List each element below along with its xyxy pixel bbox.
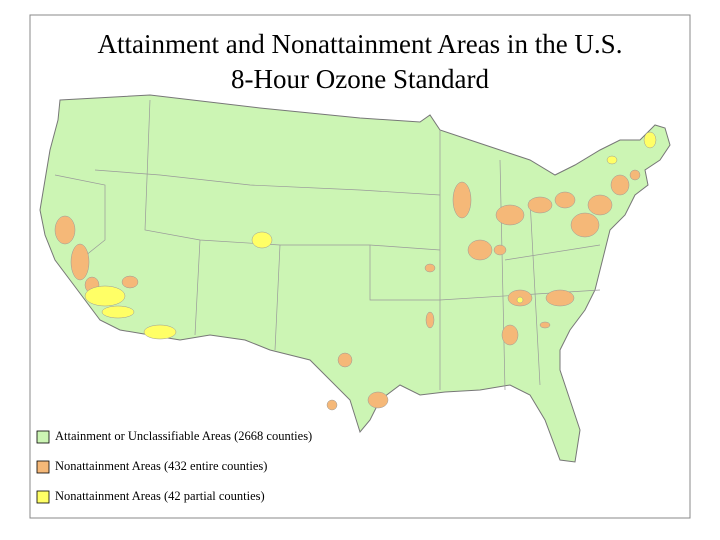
title-line-2: 8-Hour Ozone Standard [231, 64, 489, 94]
state-lines [54, 99, 601, 391]
nonattainment-area [539, 321, 551, 329]
legend-label: Nonattainment Areas (42 partial counties… [55, 489, 265, 503]
legend-swatch [36, 460, 50, 474]
state-line [54, 174, 106, 261]
nonattainment-area [424, 263, 436, 273]
nonattainment-area [629, 169, 641, 181]
nonattainment-area [54, 215, 76, 245]
nonattainment-area [570, 212, 600, 238]
nonattainment-area [643, 131, 657, 149]
legend-label: Attainment or Unclassifiable Areas (2668… [55, 429, 312, 443]
nonattainment-area [251, 231, 273, 249]
us-outline [39, 94, 671, 463]
legend: Attainment or Unclassifiable Areas (2668… [36, 429, 312, 504]
state-line [94, 169, 441, 196]
nonattainment-area [606, 155, 618, 165]
state-line [144, 99, 441, 251]
nonattainment-area [84, 285, 126, 307]
nonattainment-area [495, 204, 525, 226]
title-line-1: Attainment and Nonattainment Areas in th… [98, 29, 623, 59]
us-map [39, 94, 671, 463]
nonattainment-area [493, 244, 507, 256]
nonattainment-area [587, 194, 613, 216]
nonattainment-area [367, 391, 389, 409]
nonattainment-area [554, 191, 576, 209]
nonattainment-area [527, 196, 553, 214]
nonattainment-area [121, 275, 139, 289]
nonattainment-area [101, 305, 135, 319]
nonattainment-area [610, 174, 630, 196]
nonattainment-area [70, 243, 90, 281]
nonattainment-area [467, 239, 493, 261]
nonattainment-area [326, 399, 338, 411]
nonattainment-area [501, 324, 519, 346]
nonattainment-area [545, 289, 575, 307]
legend-swatch [36, 490, 50, 504]
nonattainment-area [452, 181, 472, 219]
state-line [439, 130, 541, 391]
nonattainment-area [337, 352, 353, 368]
nonattainment-area [425, 311, 435, 329]
legend-swatch [36, 430, 50, 444]
nonattainment-area [143, 324, 177, 340]
nonattainment-area [516, 296, 524, 304]
state-line [194, 239, 440, 351]
legend-label: Nonattainment Areas (432 entire counties… [55, 459, 267, 473]
